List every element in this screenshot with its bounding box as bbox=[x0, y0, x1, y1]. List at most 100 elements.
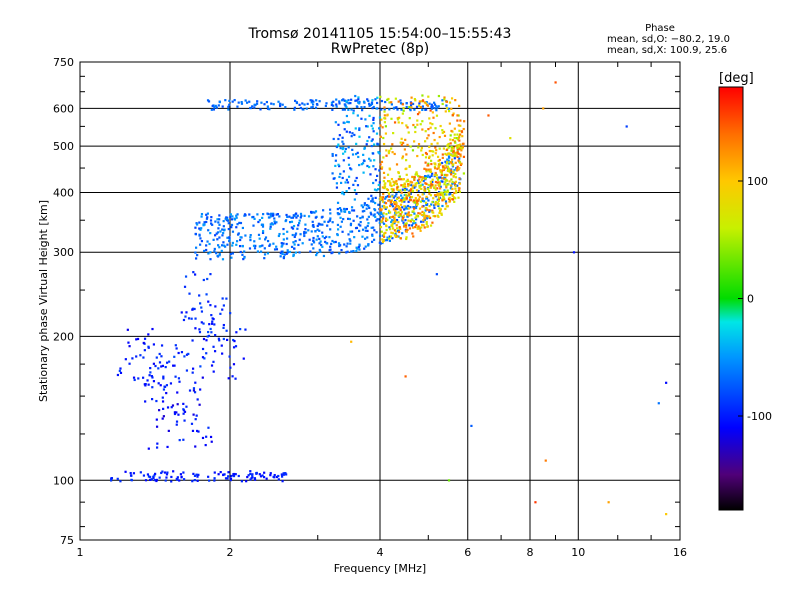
data-point bbox=[428, 155, 431, 158]
data-point bbox=[222, 220, 225, 223]
data-point bbox=[152, 343, 156, 346]
data-point bbox=[358, 128, 361, 132]
data-point bbox=[390, 184, 393, 188]
data-point bbox=[390, 202, 393, 206]
data-point bbox=[455, 189, 458, 193]
data-point bbox=[417, 225, 420, 228]
data-point bbox=[207, 300, 210, 303]
data-point bbox=[410, 102, 413, 105]
data-point bbox=[395, 227, 399, 230]
phase-o-stats: mean, sd,O: −80.2, 19.0 bbox=[607, 34, 730, 45]
data-point bbox=[229, 213, 233, 216]
data-point bbox=[405, 222, 408, 225]
data-point bbox=[367, 244, 370, 247]
data-point bbox=[398, 207, 401, 210]
data-point bbox=[241, 245, 244, 248]
data-point bbox=[217, 221, 220, 224]
data-point bbox=[412, 199, 416, 202]
data-point bbox=[388, 180, 391, 183]
data-point bbox=[269, 474, 272, 477]
data-point bbox=[188, 389, 192, 392]
data-point bbox=[402, 221, 405, 224]
data-point bbox=[165, 473, 169, 476]
data-point bbox=[341, 108, 344, 111]
data-point bbox=[452, 146, 455, 149]
data-point bbox=[461, 135, 464, 138]
data-point bbox=[391, 151, 394, 154]
data-point bbox=[351, 148, 354, 151]
data-point bbox=[338, 243, 341, 247]
data-point bbox=[415, 223, 418, 226]
data-point bbox=[418, 100, 421, 103]
data-point bbox=[420, 226, 423, 229]
data-point bbox=[142, 356, 145, 359]
data-point bbox=[305, 107, 308, 110]
data-point bbox=[220, 344, 223, 347]
data-point bbox=[361, 109, 364, 112]
data-point bbox=[356, 105, 359, 109]
data-point bbox=[284, 106, 287, 109]
data-point bbox=[337, 213, 340, 216]
data-point bbox=[429, 194, 432, 197]
data-point bbox=[391, 222, 394, 225]
data-point bbox=[277, 234, 280, 238]
data-point bbox=[394, 235, 398, 239]
data-point bbox=[224, 477, 228, 480]
data-point bbox=[370, 101, 374, 104]
data-point bbox=[397, 211, 400, 214]
data-point bbox=[232, 474, 236, 478]
data-point bbox=[384, 239, 387, 242]
data-point bbox=[458, 129, 461, 132]
data-point bbox=[383, 108, 386, 111]
data-point bbox=[370, 139, 373, 143]
data-point bbox=[215, 252, 218, 255]
data-point bbox=[212, 360, 215, 363]
data-point bbox=[178, 479, 181, 482]
data-point bbox=[427, 215, 431, 218]
data-point bbox=[213, 250, 216, 253]
data-point bbox=[405, 237, 408, 241]
data-point bbox=[243, 214, 246, 217]
data-point bbox=[401, 196, 404, 199]
data-point bbox=[345, 178, 348, 181]
data-point bbox=[372, 226, 375, 229]
data-point bbox=[421, 153, 424, 157]
data-point bbox=[222, 304, 225, 307]
data-point bbox=[222, 231, 225, 235]
data-point bbox=[421, 176, 424, 179]
data-point bbox=[397, 178, 400, 181]
data-point bbox=[414, 182, 417, 185]
data-point bbox=[367, 215, 370, 218]
data-point bbox=[394, 209, 397, 213]
data-point bbox=[147, 447, 150, 450]
data-point bbox=[192, 389, 196, 392]
data-point bbox=[321, 223, 324, 226]
data-point bbox=[185, 405, 188, 408]
data-point bbox=[322, 209, 325, 212]
data-point bbox=[295, 216, 298, 219]
data-point bbox=[431, 183, 434, 186]
data-point bbox=[309, 99, 312, 102]
data-point bbox=[301, 108, 304, 111]
data-point bbox=[448, 101, 452, 104]
data-point bbox=[444, 152, 447, 156]
data-point bbox=[449, 134, 452, 137]
data-point bbox=[206, 240, 209, 243]
data-point bbox=[272, 242, 275, 245]
data-point bbox=[227, 227, 230, 231]
data-point bbox=[359, 216, 362, 220]
data-point bbox=[445, 100, 449, 103]
data-point bbox=[275, 213, 278, 216]
data-point bbox=[415, 105, 419, 108]
data-point bbox=[312, 225, 315, 228]
data-point bbox=[407, 219, 410, 222]
data-point bbox=[212, 317, 215, 321]
data-point bbox=[261, 231, 265, 235]
data-point bbox=[222, 326, 225, 329]
data-point bbox=[377, 151, 380, 154]
data-point bbox=[442, 130, 446, 134]
data-point bbox=[291, 216, 295, 219]
data-point bbox=[278, 232, 281, 236]
data-point bbox=[406, 178, 409, 181]
data-point bbox=[256, 100, 259, 103]
